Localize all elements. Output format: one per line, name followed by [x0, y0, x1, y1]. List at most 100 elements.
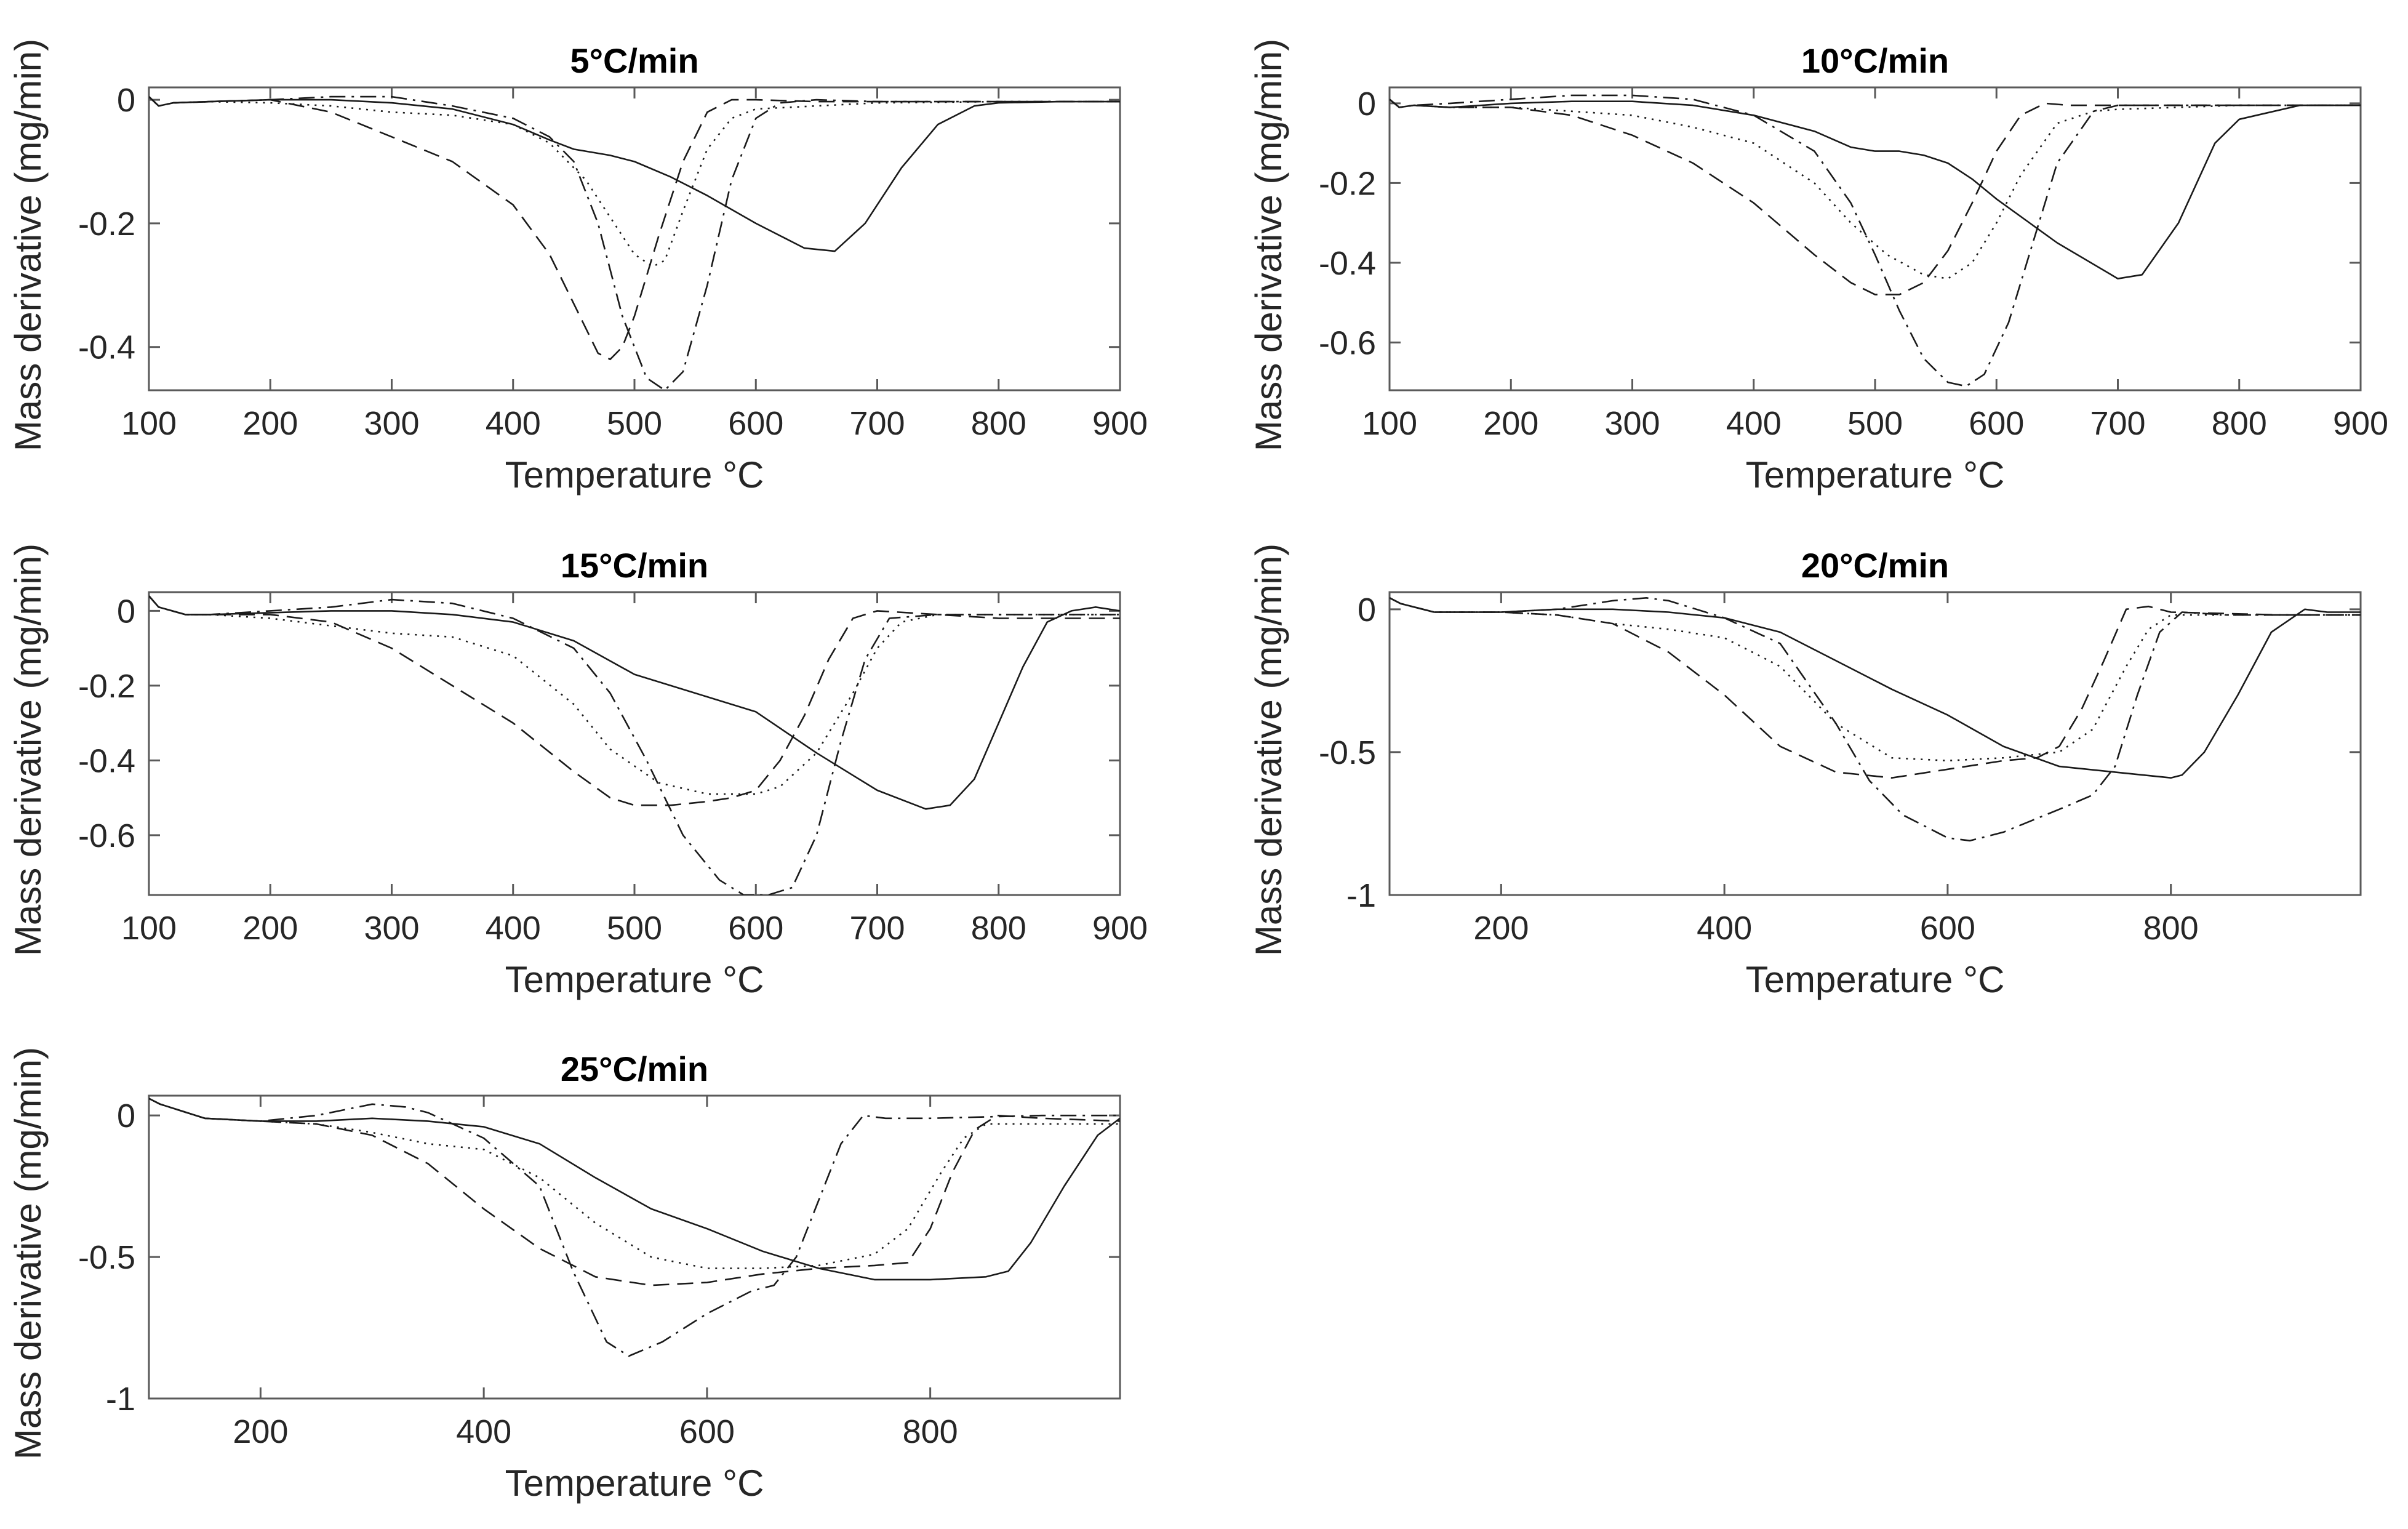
panel-10c-min: 10°C/min 100 200 300 400 500 600 700 800 900 0 -0.… [1248, 39, 2388, 496]
x-tick-label: 600 [728, 910, 783, 947]
x-tick-label: 800 [971, 405, 1026, 442]
x-tick-label: 400 [1726, 405, 1782, 442]
x-tick-label: 200 [242, 405, 298, 442]
y-tick-label: -0.5 [1319, 734, 1376, 771]
series-group [1390, 596, 2361, 842]
series-line-dotted [149, 595, 1120, 795]
panel-frame [1388, 86, 2362, 391]
x-axis-label: Temperature °C [1746, 454, 2005, 496]
x-tick-label: 400 [486, 910, 541, 947]
x-axis-label: Temperature °C [505, 959, 764, 1000]
x-tick-label: 200 [233, 1413, 288, 1450]
y-axis-label: Mass derivative (mg/min) [7, 1047, 49, 1459]
x-axis-label: Temperature °C [505, 454, 764, 496]
x-tick-label: 100 [1362, 405, 1417, 442]
y-axis-label: Mass derivative (mg/min) [7, 544, 49, 956]
x-tick-label: 200 [1473, 910, 1529, 947]
series-line-dash-dot [1390, 596, 2361, 842]
panel-25c-min: 25°C/min 200 400 600 800 0 -0.5 -1 Temperature… [7, 1047, 1121, 1504]
x-tick-label: 100 [121, 405, 177, 442]
x-tick-label: 800 [971, 910, 1026, 947]
y-tick-label: -0.2 [78, 668, 135, 705]
series-line-dash-dot [149, 1098, 1120, 1357]
plot-area: 100 200 300 400 500 600 700 800 900 0 -0.2 -0.4 [78, 82, 1148, 442]
x-tick-label: 300 [1604, 405, 1660, 442]
y-tick-label: -0.4 [78, 329, 135, 366]
series-line-solid [149, 595, 1120, 810]
x-tick-label: 300 [364, 910, 419, 947]
y-axis-label: Mass derivative (mg/min) [1248, 39, 1289, 451]
x-tick-label: 700 [849, 405, 905, 442]
x-tick-label: 200 [1483, 405, 1538, 442]
x-tick-label: 400 [486, 405, 541, 442]
panel-title: 5°C/min [570, 41, 698, 80]
panel-20c-min: 20°C/min 200 400 600 800 0 -0.5 -1 Temperature… [1248, 544, 2362, 1000]
x-tick-label: 400 [456, 1413, 511, 1450]
series-line-solid [1390, 98, 2361, 280]
x-axis-label: Temperature °C [1746, 959, 2005, 1000]
series-line-dash-dot [1390, 94, 2361, 387]
series-line-dotted [149, 96, 1120, 268]
series-line-dash-dot [149, 95, 1120, 390]
y-tick-label: 0 [117, 593, 135, 630]
y-tick-label: -0.4 [78, 742, 135, 779]
x-tick-label: 900 [2333, 405, 2388, 442]
x-tick-label: 600 [1969, 405, 2024, 442]
series-group [149, 1098, 1120, 1357]
y-axis-label: Mass derivative (mg/min) [1248, 544, 1289, 956]
series-line-solid [149, 1098, 1120, 1281]
x-tick-label: 400 [1697, 910, 1752, 947]
panel-frame [148, 591, 1121, 896]
y-tick-label: 0 [117, 1098, 135, 1134]
x-tick-label: 600 [728, 405, 783, 442]
x-tick-label: 600 [1920, 910, 1975, 947]
series-line-dotted [1390, 597, 2361, 762]
x-tick-label: 700 [2090, 405, 2145, 442]
x-tick-label: 500 [607, 405, 662, 442]
y-tick-label: 0 [1358, 86, 1376, 122]
x-tick-label: 500 [1847, 405, 1903, 442]
y-axis-label: Mass derivative (mg/min) [7, 39, 49, 451]
series-line-dashed [149, 1098, 1120, 1286]
y-tick-label: -1 [106, 1381, 135, 1418]
panel-title: 25°C/min [561, 1049, 708, 1088]
y-tick-label: 0 [117, 82, 135, 119]
y-tick-label: -0.5 [78, 1239, 135, 1276]
plot-area: 100 200 300 400 500 600 700 800 900 0 -0.2 -0.4 -0.6 [78, 592, 1148, 947]
series-line-dashed [149, 595, 1120, 806]
x-tick-label: 800 [2143, 910, 2199, 947]
x-tick-label: 300 [364, 405, 419, 442]
x-tick-label: 200 [242, 910, 298, 947]
x-tick-label: 500 [607, 910, 662, 947]
y-tick-label: -1 [1346, 877, 1376, 914]
y-tick-label: -0.2 [78, 206, 135, 243]
series-line-dashed [1390, 597, 2361, 779]
series-line-solid [1390, 597, 2361, 779]
panel-5c-min: 5°C/min 100 200 300 400 500 600 700 800 900 0 -0.2… [7, 39, 1148, 496]
x-tick-label: 900 [1092, 405, 1148, 442]
panel-frame [1388, 591, 2362, 896]
x-axis-label: Temperature °C [505, 1463, 764, 1504]
panel-frame [148, 1094, 1121, 1400]
y-tick-label: -0.4 [1319, 245, 1376, 282]
panel-title: 10°C/min [1801, 41, 1949, 80]
panel-frame [148, 86, 1121, 391]
x-tick-label: 600 [679, 1413, 735, 1450]
panel-title: 20°C/min [1801, 546, 1949, 585]
plot-area: 200 400 600 800 0 -0.5 -1 [78, 1096, 1120, 1450]
plot-area: 100 200 300 400 500 600 700 800 900 0 -0.2 -0.4 -0.6 [1319, 86, 2388, 442]
x-tick-label: 800 [2212, 405, 2267, 442]
y-tick-label: -0.6 [78, 817, 135, 854]
x-tick-label: 700 [849, 910, 905, 947]
series-group [149, 95, 1120, 390]
plot-area: 200 400 600 800 0 -0.5 -1 [1319, 592, 2361, 947]
y-tick-label: 0 [1358, 592, 1376, 628]
x-tick-label: 800 [903, 1413, 958, 1450]
panel-title: 15°C/min [561, 546, 708, 585]
series-line-dash-dot [149, 595, 1120, 895]
y-tick-label: -0.6 [1319, 324, 1376, 361]
panel-15c-min: 15°C/min 100 200 300 400 500 600 700 800 900 0 -0.… [7, 544, 1148, 1000]
series-group [149, 595, 1120, 895]
y-tick-label: -0.2 [1319, 165, 1376, 202]
